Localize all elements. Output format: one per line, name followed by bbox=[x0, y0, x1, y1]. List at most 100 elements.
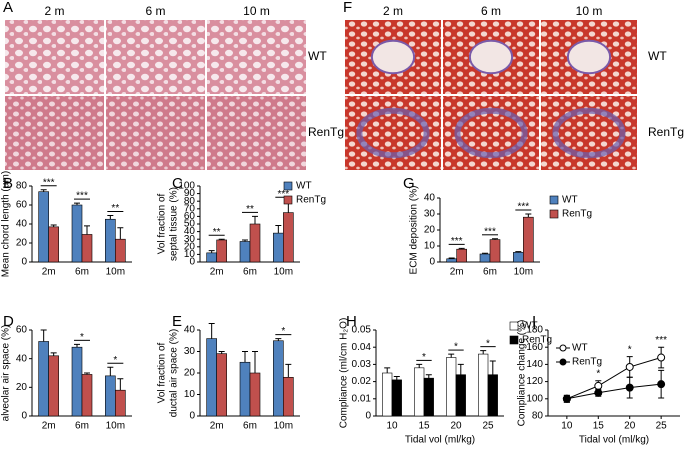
error-bar bbox=[416, 363, 423, 368]
micrograph bbox=[207, 96, 306, 170]
y-tick-label: 80 bbox=[184, 196, 196, 207]
error-bar bbox=[242, 239, 248, 242]
bar bbox=[249, 223, 261, 263]
legend-marker bbox=[559, 344, 567, 352]
y-tick-label: 160 bbox=[526, 342, 543, 353]
legend-label: RenTg bbox=[296, 195, 326, 206]
airway bbox=[370, 39, 416, 75]
column-label: 2 m bbox=[383, 4, 403, 18]
error-bar bbox=[74, 202, 80, 205]
marker bbox=[657, 380, 666, 389]
micrograph bbox=[5, 96, 104, 170]
y-tick-label: 0 bbox=[189, 411, 195, 422]
y-tick-label: 60 bbox=[16, 325, 28, 336]
error-bar bbox=[384, 367, 391, 373]
bar bbox=[216, 239, 227, 263]
column-label: 10 m bbox=[576, 4, 603, 18]
x-tick-label: 10m bbox=[514, 267, 533, 278]
error-bar bbox=[218, 238, 225, 240]
significance-label: *** bbox=[484, 226, 496, 237]
significance-label: * bbox=[281, 326, 285, 337]
significance-label: *** bbox=[43, 177, 55, 188]
bar bbox=[478, 353, 489, 417]
row-label: WT bbox=[308, 49, 327, 63]
bar bbox=[455, 374, 466, 417]
significance-label: * bbox=[628, 344, 632, 355]
y-tick-label: 40 bbox=[424, 193, 436, 204]
y-tick-label: 10 bbox=[184, 249, 196, 260]
significance-label: *** bbox=[76, 191, 88, 202]
y-axis-label: septal tissue (%) bbox=[169, 187, 180, 261]
legend-swatch bbox=[549, 209, 559, 219]
airway bbox=[566, 39, 612, 75]
error-bar bbox=[252, 351, 258, 373]
bar bbox=[115, 238, 126, 263]
y-tick-label: 0.01 bbox=[352, 393, 372, 404]
significance-label: * bbox=[486, 338, 490, 349]
y-axis-label: Mean chord length (µm) bbox=[1, 171, 12, 277]
y-tick-label: 60 bbox=[184, 211, 196, 222]
y-tick-label: 0 bbox=[189, 257, 195, 268]
x-tick-label: 10m bbox=[106, 421, 125, 432]
y-tick-label: 0.03 bbox=[352, 359, 372, 370]
bar bbox=[105, 218, 116, 263]
bar bbox=[48, 226, 59, 263]
y-tick-label: 20 bbox=[184, 241, 196, 252]
significance-label: ** bbox=[213, 227, 221, 238]
error-bar bbox=[482, 252, 488, 254]
line bbox=[566, 357, 662, 400]
significance-label: *** bbox=[277, 189, 289, 200]
error-bar bbox=[50, 352, 57, 356]
x-tick-label: 6m bbox=[243, 421, 257, 432]
x-tick-label: 15 bbox=[418, 421, 430, 432]
y-axis-label: ductal air space (%) bbox=[169, 329, 180, 417]
y-tick-label: 20 bbox=[424, 225, 436, 236]
x-tick-label: 10m bbox=[274, 267, 293, 278]
y-tick-label: 0 bbox=[365, 411, 371, 422]
bar bbox=[523, 216, 534, 263]
x-axis-label: Tidal vol (ml/kg) bbox=[405, 435, 475, 446]
y-tick-label: 140 bbox=[526, 359, 543, 370]
significance-label: * bbox=[113, 355, 117, 366]
x-tick-label: 6m bbox=[75, 267, 89, 278]
y-tick-label: 20 bbox=[16, 238, 28, 249]
error-bar bbox=[275, 225, 282, 234]
y-tick-label: 0.05 bbox=[352, 325, 372, 336]
error-bar bbox=[285, 363, 292, 378]
bar bbox=[456, 248, 467, 263]
error-bar bbox=[492, 238, 498, 240]
y-tick-label: 80 bbox=[532, 411, 544, 422]
x-axis-label: Tidal vol (ml/kg) bbox=[579, 435, 649, 446]
legend-swatch bbox=[283, 181, 293, 191]
row-label: RenTg bbox=[308, 125, 344, 139]
error-bar bbox=[275, 338, 282, 341]
y-tick-label: 40 bbox=[184, 325, 196, 336]
bar bbox=[38, 341, 49, 417]
bar bbox=[487, 374, 498, 417]
x-tick-label: 20 bbox=[450, 421, 462, 432]
error-bar bbox=[107, 366, 114, 376]
x-tick-label: 25 bbox=[482, 421, 494, 432]
y-tick-label: 40 bbox=[184, 226, 196, 237]
significance-label: ** bbox=[246, 204, 254, 215]
y-tick-label: 0 bbox=[21, 411, 27, 422]
error-bar bbox=[218, 351, 225, 354]
significance-label: *** bbox=[655, 335, 667, 346]
bar bbox=[489, 239, 501, 263]
legend-label: WT bbox=[296, 181, 312, 192]
marker bbox=[625, 362, 634, 371]
x-tick-label: 25 bbox=[656, 421, 668, 432]
y-axis-label: Vol fraction of bbox=[157, 342, 168, 403]
significance-label: * bbox=[596, 368, 600, 379]
bar bbox=[249, 372, 261, 417]
y-axis-label: ECM deposition (%) bbox=[409, 186, 420, 275]
significance-label: * bbox=[80, 332, 84, 343]
panel-letter: G bbox=[403, 175, 415, 192]
error-bar bbox=[515, 251, 522, 253]
x-tick-label: 2m bbox=[42, 421, 56, 432]
x-tick-label: 10 bbox=[386, 421, 398, 432]
x-tick-label: 6m bbox=[483, 267, 497, 278]
bar bbox=[513, 252, 524, 263]
